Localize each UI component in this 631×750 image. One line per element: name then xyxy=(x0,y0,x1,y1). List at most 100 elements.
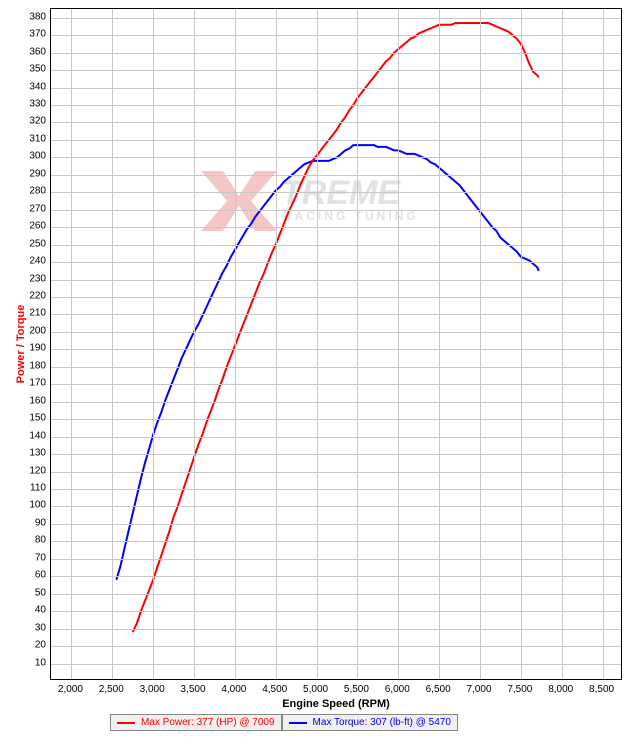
grid-line-h xyxy=(51,245,621,246)
grid-line-h xyxy=(51,332,621,333)
grid-line-h xyxy=(51,664,621,665)
grid-line-h xyxy=(51,524,621,525)
x-tick-label: 6,500 xyxy=(426,684,451,695)
grid-line-v xyxy=(521,9,522,679)
y-tick-label: 70 xyxy=(26,552,46,563)
y-tick-label: 10 xyxy=(26,657,46,668)
x-tick-label: 2,500 xyxy=(99,684,124,695)
grid-line-h xyxy=(51,210,621,211)
grid-line-v xyxy=(480,9,481,679)
x-tick-label: 5,500 xyxy=(344,684,369,695)
y-tick-label: 280 xyxy=(26,186,46,197)
y-tick-label: 200 xyxy=(26,325,46,336)
grid-line-h xyxy=(51,506,621,507)
x-tick-label: 5,000 xyxy=(303,684,328,695)
y-tick-label: 320 xyxy=(26,116,46,127)
grid-line-h xyxy=(51,18,621,19)
y-tick-label: 130 xyxy=(26,448,46,459)
x-axis-label: Engine Speed (RPM) xyxy=(282,698,390,710)
grid-line-v xyxy=(194,9,195,679)
grid-line-h xyxy=(51,437,621,438)
grid-line-h xyxy=(51,122,621,123)
y-tick-label: 160 xyxy=(26,395,46,406)
x-tick-label: 6,000 xyxy=(385,684,410,695)
grid-line-h xyxy=(51,53,621,54)
legend-label: Max Torque: 307 (lb-ft) @ 5470 xyxy=(313,717,451,728)
grid-line-h xyxy=(51,297,621,298)
grid-line-h xyxy=(51,227,621,228)
grid-line-h xyxy=(51,541,621,542)
legend-swatch xyxy=(117,722,135,724)
x-tick-label: 4,500 xyxy=(262,684,287,695)
grid-line-v xyxy=(357,9,358,679)
legend: Max Power: 377 (HP) @ 7009 Max Torque: 30… xyxy=(110,714,458,731)
y-tick-label: 50 xyxy=(26,587,46,598)
y-tick-label: 330 xyxy=(26,99,46,110)
y-tick-label: 380 xyxy=(26,11,46,22)
grid-line-h xyxy=(51,105,621,106)
grid-line-v xyxy=(398,9,399,679)
grid-line-h xyxy=(51,140,621,141)
y-tick-label: 230 xyxy=(26,273,46,284)
grid-line-h xyxy=(51,192,621,193)
grid-line-h xyxy=(51,157,621,158)
grid-line-h xyxy=(51,611,621,612)
y-tick-label: 310 xyxy=(26,133,46,144)
y-tick-label: 220 xyxy=(26,291,46,302)
grid-line-h xyxy=(51,594,621,595)
grid-line-h xyxy=(51,262,621,263)
y-tick-label: 20 xyxy=(26,640,46,651)
grid-line-h xyxy=(51,559,621,560)
legend-label: Max Power: 377 (HP) @ 7009 xyxy=(141,717,275,728)
y-tick-label: 350 xyxy=(26,64,46,75)
y-tick-label: 370 xyxy=(26,29,46,40)
x-tick-label: 8,000 xyxy=(548,684,573,695)
grid-line-h xyxy=(51,402,621,403)
y-tick-label: 340 xyxy=(26,81,46,92)
y-tick-label: 270 xyxy=(26,203,46,214)
y-tick-label: 300 xyxy=(26,151,46,162)
grid-line-h xyxy=(51,629,621,630)
y-tick-label: 290 xyxy=(26,168,46,179)
grid-line-v xyxy=(276,9,277,679)
y-tick-label: 210 xyxy=(26,308,46,319)
y-tick-label: 90 xyxy=(26,517,46,528)
grid-line-v xyxy=(439,9,440,679)
y-tick-label: 260 xyxy=(26,221,46,232)
dyno-chart-container: TREME RACING TUNING Engine Speed (RPM) P… xyxy=(0,0,631,750)
y-tick-label: 100 xyxy=(26,500,46,511)
grid-line-h xyxy=(51,454,621,455)
grid-line-h xyxy=(51,70,621,71)
legend-swatch xyxy=(289,722,307,724)
grid-line-v xyxy=(317,9,318,679)
grid-line-h xyxy=(51,646,621,647)
x-tick-label: 8,500 xyxy=(589,684,614,695)
grid-line-h xyxy=(51,314,621,315)
grid-line-h xyxy=(51,576,621,577)
grid-line-v xyxy=(562,9,563,679)
y-tick-label: 60 xyxy=(26,570,46,581)
x-tick-label: 4,000 xyxy=(221,684,246,695)
grid-line-h xyxy=(51,88,621,89)
grid-line-h xyxy=(51,419,621,420)
y-tick-label: 150 xyxy=(26,413,46,424)
y-tick-label: 180 xyxy=(26,360,46,371)
series-canvas xyxy=(51,9,623,681)
x-tick-label: 2,000 xyxy=(58,684,83,695)
plot-area: TREME RACING TUNING xyxy=(50,8,622,680)
y-tick-label: 250 xyxy=(26,238,46,249)
y-tick-label: 140 xyxy=(26,430,46,441)
grid-line-h xyxy=(51,35,621,36)
y-tick-label: 170 xyxy=(26,378,46,389)
grid-line-h xyxy=(51,175,621,176)
grid-line-h xyxy=(51,472,621,473)
y-tick-label: 360 xyxy=(26,46,46,57)
grid-line-v xyxy=(603,9,604,679)
y-tick-label: 240 xyxy=(26,256,46,267)
grid-line-v xyxy=(112,9,113,679)
legend-item: Max Torque: 307 (lb-ft) @ 5470 xyxy=(282,714,458,731)
y-tick-label: 40 xyxy=(26,605,46,616)
grid-line-h xyxy=(51,489,621,490)
grid-line-h xyxy=(51,384,621,385)
y-tick-label: 110 xyxy=(26,483,46,494)
